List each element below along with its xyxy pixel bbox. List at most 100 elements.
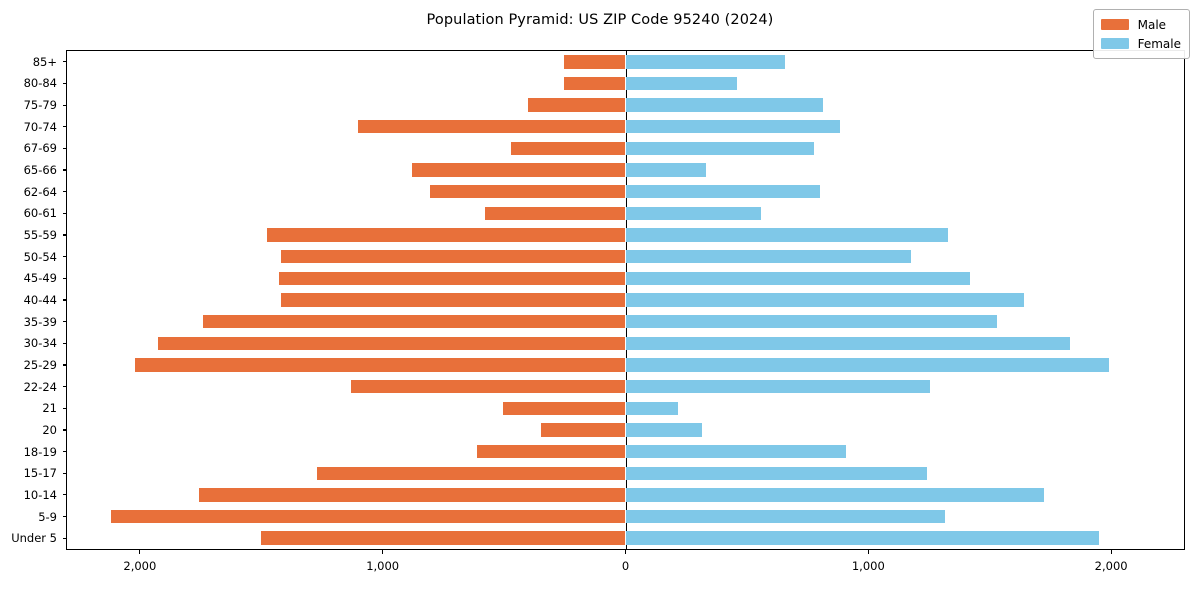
bar-female-55-59[interactable] (625, 228, 949, 242)
y-axis-label-25-29: 25-29 (23, 357, 57, 372)
y-axis-label-35-39: 35-39 (23, 314, 57, 329)
pyramid-row (67, 185, 1184, 199)
y-axis-label-50-54: 50-54 (23, 249, 57, 264)
pyramid-row (67, 141, 1184, 156)
y-axis-label-30-34: 30-34 (23, 336, 57, 351)
bar-female-65-66[interactable] (625, 163, 706, 177)
bar-male-22-24[interactable] (351, 379, 626, 394)
bar-male-67-69[interactable] (511, 141, 626, 156)
x-axis-tick (139, 549, 141, 554)
bar-female-50-54[interactable] (625, 249, 911, 264)
bar-male-20[interactable] (540, 423, 626, 437)
y-axis-tick (62, 450, 67, 453)
y-axis-tick (62, 234, 67, 236)
pyramid-row (67, 379, 1184, 394)
chart-legend: Male Female (1092, 9, 1190, 59)
bar-female-15-17[interactable] (625, 466, 927, 480)
bar-male-5-9[interactable] (110, 509, 626, 524)
bar-female-20[interactable] (625, 423, 702, 437)
bar-male-under-5[interactable] (261, 531, 626, 545)
bar-male-80-84[interactable] (563, 76, 626, 91)
x-axis-tick (1110, 549, 1112, 554)
bar-male-18-19[interactable] (477, 444, 626, 459)
bar-female-21[interactable] (625, 401, 678, 415)
bar-male-25-29[interactable] (134, 358, 626, 372)
y-axis-label-21: 21 (42, 401, 57, 416)
y-axis-tick (62, 126, 67, 128)
y-axis-tick (62, 299, 67, 301)
pyramid-row (67, 98, 1184, 112)
bar-female-70-74[interactable] (625, 120, 841, 134)
pyramid-row (67, 423, 1184, 437)
y-axis-tick (62, 147, 67, 150)
pyramid-row (67, 120, 1184, 134)
bar-male-40-44[interactable] (280, 293, 626, 307)
y-axis-label-40-44: 40-44 (23, 293, 57, 307)
pyramid-row (67, 358, 1184, 372)
y-axis-label-45-49: 45-49 (23, 271, 57, 286)
legend-entry[interactable]: Male (1100, 15, 1181, 34)
bar-female-under-5[interactable] (625, 531, 1099, 545)
x-axis-label: 2,000 (1094, 559, 1128, 573)
y-axis-tick (62, 191, 67, 193)
bar-male-62-64[interactable] (430, 185, 626, 199)
y-axis-label-18-19: 18-19 (23, 444, 57, 459)
y-axis-tick (62, 82, 67, 85)
pyramid-row (67, 509, 1184, 524)
bar-male-70-74[interactable] (358, 120, 626, 134)
bar-male-15-17[interactable] (317, 466, 626, 480)
bar-female-40-44[interactable] (625, 293, 1024, 307)
legend-swatch-icon (1100, 38, 1129, 49)
legend-label: Female (1137, 36, 1181, 51)
bar-female-35-39[interactable] (625, 314, 998, 329)
bar-male-85-[interactable] (563, 55, 626, 69)
bar-female-85-[interactable] (625, 55, 785, 69)
bar-female-18-19[interactable] (625, 444, 847, 459)
y-axis-label-55-59: 55-59 (23, 228, 57, 243)
x-axis-label: 1,000 (366, 559, 400, 573)
bar-male-10-14[interactable] (199, 488, 626, 502)
y-axis-tick (62, 429, 67, 431)
pyramid-row (67, 249, 1184, 264)
bar-female-22-24[interactable] (625, 379, 931, 394)
bar-female-30-34[interactable] (625, 336, 1070, 350)
bar-female-67-69[interactable] (625, 141, 814, 156)
bar-male-75-79[interactable] (528, 98, 626, 112)
y-axis-tick (62, 169, 67, 171)
pyramid-row (67, 531, 1184, 545)
pyramid-row (67, 55, 1184, 69)
bar-male-35-39[interactable] (202, 314, 626, 329)
bar-female-75-79[interactable] (625, 98, 824, 112)
bar-male-60-61[interactable] (484, 206, 626, 221)
bar-female-45-49[interactable] (625, 271, 971, 286)
bar-female-25-29[interactable] (625, 358, 1109, 372)
bar-male-30-34[interactable] (158, 336, 626, 350)
bar-male-50-54[interactable] (280, 249, 626, 264)
bar-male-55-59[interactable] (267, 228, 626, 242)
bar-male-21[interactable] (502, 401, 626, 415)
y-axis-tick (62, 472, 67, 474)
pyramid-row (67, 271, 1184, 286)
y-axis-label-15-17: 15-17 (23, 466, 57, 481)
y-axis-label-75-79: 75-79 (23, 98, 57, 113)
y-axis-tick (62, 256, 67, 258)
bar-female-10-14[interactable] (625, 488, 1045, 502)
y-axis-label-5-9: 5-9 (38, 509, 57, 524)
x-axis-tick (867, 549, 869, 554)
bar-female-80-84[interactable] (625, 76, 738, 91)
legend-entry[interactable]: Female (1100, 34, 1181, 53)
bar-female-60-61[interactable] (625, 206, 762, 221)
y-axis-tick (62, 364, 67, 366)
pyramid-row (67, 163, 1184, 177)
y-axis-label-85-: 85+ (32, 54, 57, 69)
y-axis-label-10-14: 10-14 (23, 487, 57, 502)
bar-female-5-9[interactable] (625, 509, 945, 524)
plot-inner: 2,000 1,000 0 1,000 2,000 (62, 51, 1184, 573)
y-axis-tick (62, 61, 67, 63)
bar-female-62-64[interactable] (625, 185, 820, 199)
bar-male-65-66[interactable] (411, 163, 626, 177)
y-axis-tick (62, 407, 67, 409)
pyramid-row (67, 228, 1184, 242)
bar-male-45-49[interactable] (279, 271, 626, 286)
